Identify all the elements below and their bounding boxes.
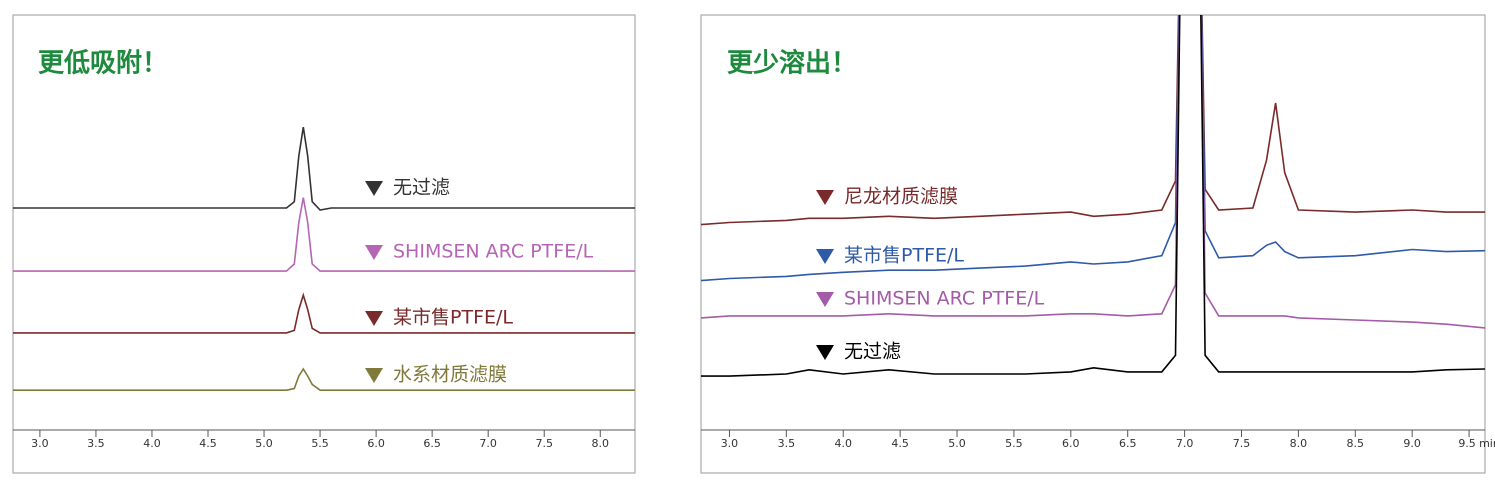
x-tick-label: 4.5	[891, 437, 909, 450]
legend-label: 某市售PTFE/L	[393, 307, 513, 329]
chart-frame	[12, 14, 636, 474]
x-tick-label: 6.0	[1062, 437, 1080, 450]
series-line	[701, 15, 1485, 282]
x-tick-label: 7.0	[1176, 437, 1194, 450]
x-tick-label: 8.0	[592, 437, 610, 450]
legend-marker	[365, 311, 383, 326]
chart-title: 更低吸附！	[38, 49, 168, 79]
legend-marker	[816, 292, 834, 307]
x-tick-label: 4.0	[143, 437, 161, 450]
x-tick-label: 3.5	[87, 437, 105, 450]
series-line	[701, 15, 1485, 377]
series-line	[13, 126, 635, 211]
legend-marker	[816, 190, 834, 205]
x-tick-label: 3.0	[31, 437, 49, 450]
x-tick-label: 7.5	[535, 437, 553, 450]
legend-marker	[365, 181, 383, 196]
x-tick-label: 4.0	[834, 437, 852, 450]
legend-marker	[365, 245, 383, 260]
x-tick-label: 8.5	[1347, 437, 1365, 450]
legend-label: SHIMSEN ARC PTFE/L	[844, 288, 1045, 310]
x-tick-label: 6.5	[423, 437, 441, 450]
legend-label: 某市售PTFE/L	[844, 245, 964, 267]
series-line	[13, 292, 635, 334]
x-tick-label: 5.0	[255, 437, 273, 450]
chart: 更低吸附！ 无过滤 SHIMSEN ARC PTFE/L 某市售PTFE/L 水系材质滤…	[12, 14, 636, 474]
x-tick-label: 6.5	[1119, 437, 1137, 450]
series-line	[13, 197, 635, 272]
x-tick-label: 5.5	[311, 437, 329, 450]
x-tick-label: 5.5	[1005, 437, 1023, 450]
series-line	[701, 15, 1485, 226]
x-tick-label: 9.0	[1403, 437, 1421, 450]
x-tick-label: 6.0	[367, 437, 385, 450]
legend-label: 无过滤	[393, 177, 450, 199]
legend-label: SHIMSEN ARC PTFE/L	[393, 241, 594, 263]
series-line	[701, 15, 1485, 329]
x-tick-label: 3.0	[721, 437, 739, 450]
legend-label: 尼龙材质滤膜	[844, 186, 958, 208]
legend-marker	[365, 368, 383, 383]
x-tick-label: 8.0	[1290, 437, 1308, 450]
legend-label: 水系材质滤膜	[393, 364, 507, 386]
x-unit: min	[1479, 437, 1495, 450]
legend-marker	[816, 345, 834, 360]
x-tick-label: 7.5	[1233, 437, 1251, 450]
x-tick-label: 4.5	[199, 437, 217, 450]
chart-title: 更少溶出！	[727, 48, 857, 79]
x-tick-label: 5.0	[948, 437, 966, 450]
series-line	[13, 367, 635, 391]
legend-label: 无过滤	[844, 341, 901, 363]
chart-frame	[700, 14, 1486, 474]
x-tick-label: 3.5	[778, 437, 796, 450]
legend-marker	[816, 249, 834, 264]
x-tick-label: 7.0	[479, 437, 497, 450]
x-tick-label: 9.5	[1458, 437, 1476, 450]
